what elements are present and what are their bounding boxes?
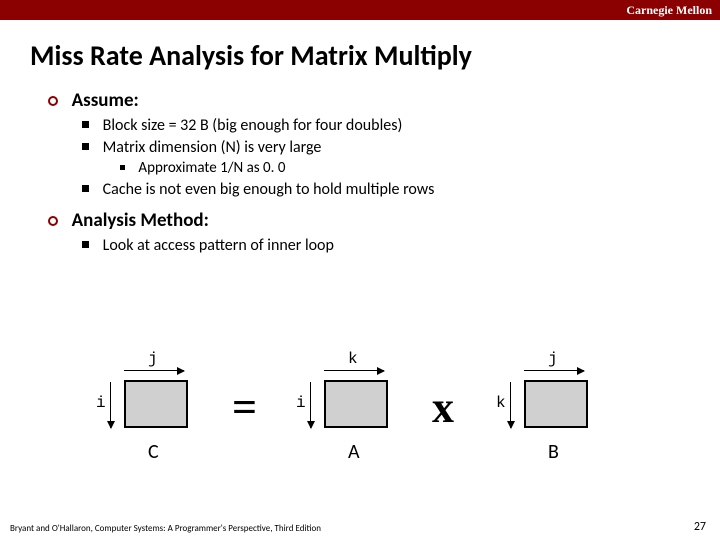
slide-title: Miss Rate Analysis for Matrix Multiply [30, 38, 720, 73]
square-bullet-icon [82, 185, 89, 192]
assume-label: Assume: [72, 89, 139, 112]
col-index: k [348, 350, 358, 368]
bullet-text: Matrix dimension (N) is very large [103, 138, 322, 157]
matrix-name: B [548, 440, 559, 464]
multiply-operator: x [432, 382, 454, 433]
list-item: Cache is not even big enough to hold mul… [82, 180, 690, 199]
matrix-diagram: j i C = k i A x j k B [0, 368, 720, 508]
assume-section: Assume: Block size = 32 B (big enough fo… [48, 89, 690, 199]
matrix-box [524, 380, 588, 428]
row-index: i [296, 394, 306, 412]
method-section: Analysis Method: Look at access pattern … [48, 209, 690, 255]
matrix-name: A [348, 440, 360, 464]
university-label: Carnegie Mellon [626, 3, 712, 18]
footer-text: Bryant and O'Hallaron, Computer Systems:… [10, 523, 321, 534]
bullet-text: Look at access pattern of inner loop [103, 236, 334, 255]
arrow-down-icon [110, 382, 111, 428]
method-sublist: Look at access pattern of inner loop [82, 236, 690, 255]
row-index: k [496, 394, 506, 412]
square-bullet-icon [82, 121, 89, 128]
header-bar: Carnegie Mellon [0, 0, 720, 20]
ring-bullet-icon [48, 216, 58, 226]
row-index: i [96, 394, 106, 412]
matrix-box [124, 380, 188, 428]
arrow-right-icon [524, 370, 584, 371]
square-bullet-icon [82, 241, 89, 248]
col-index: j [148, 350, 158, 368]
list-item: Approximate 1/N as 0. 0 [120, 159, 690, 177]
arrow-down-icon [310, 382, 311, 428]
square-bullet-icon [82, 143, 89, 150]
content: Assume: Block size = 32 B (big enough fo… [48, 89, 690, 255]
bullet-text: Block size = 32 B (big enough for four d… [103, 116, 403, 135]
method-label: Analysis Method: [72, 209, 209, 232]
assume-sublist: Block size = 32 B (big enough for four d… [82, 116, 690, 199]
arrow-right-icon [324, 370, 384, 371]
subsub-list: Approximate 1/N as 0. 0 [120, 159, 690, 177]
bullet-text: Cache is not even big enough to hold mul… [103, 180, 435, 199]
list-item: Block size = 32 B (big enough for four d… [82, 116, 690, 135]
arrow-right-icon [124, 370, 184, 371]
matrix-box [324, 380, 388, 428]
equals-operator: = [232, 382, 257, 433]
matrix-name: C [148, 440, 159, 464]
arrow-down-icon [510, 382, 511, 428]
list-item: Matrix dimension (N) is very large Appro… [82, 138, 690, 177]
small-square-bullet-icon [120, 165, 125, 170]
bullet-text: Approximate 1/N as 0. 0 [138, 159, 285, 177]
col-index: j [548, 350, 558, 368]
page-number: 27 [694, 520, 706, 534]
list-item: Look at access pattern of inner loop [82, 236, 690, 255]
ring-bullet-icon [48, 96, 58, 106]
